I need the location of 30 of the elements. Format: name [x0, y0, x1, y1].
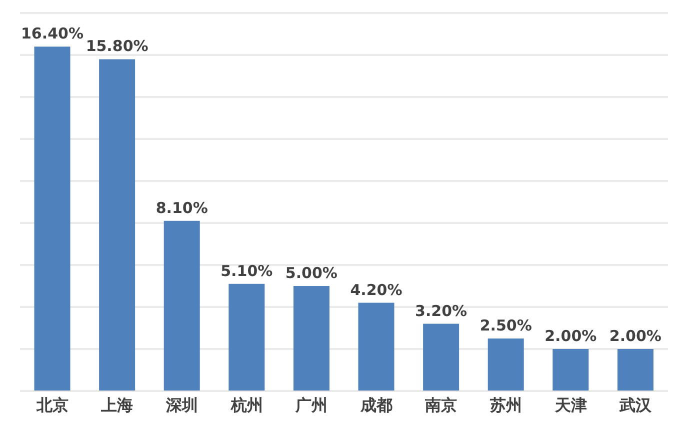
x-tick-label: 上海 — [100, 395, 134, 414]
x-tick-label: 苏州 — [489, 395, 522, 414]
bar — [34, 46, 70, 391]
data-label: 2.00% — [609, 327, 662, 345]
x-tick-label: 杭州 — [230, 395, 263, 414]
x-tick-label: 广州 — [294, 395, 328, 414]
data-label: 2.00% — [544, 327, 597, 345]
x-tick-label: 深圳 — [165, 395, 198, 414]
x-tick-label: 天津 — [554, 395, 587, 414]
data-label: 8.10% — [156, 198, 208, 217]
bar — [423, 324, 460, 391]
bar — [293, 286, 330, 391]
data-label: 5.00% — [285, 264, 338, 282]
bar — [99, 59, 136, 391]
bar — [358, 302, 394, 391]
x-tick-label: 武汉 — [618, 395, 653, 414]
data-label: 5.10% — [220, 262, 273, 280]
bar — [617, 349, 654, 391]
x-tick-label: 北京 — [35, 395, 68, 414]
data-label: 3.20% — [415, 302, 468, 320]
bar — [488, 338, 524, 391]
x-tick-label: 南京 — [424, 395, 458, 414]
data-label: 16.40% — [21, 24, 84, 43]
bar — [228, 284, 265, 391]
x-tick-label: 成都 — [359, 395, 392, 414]
data-label: 2.50% — [480, 316, 532, 334]
bar — [552, 349, 589, 391]
data-label: 4.20% — [350, 280, 402, 299]
bar — [164, 220, 200, 391]
data-label: 15.80% — [86, 37, 148, 56]
